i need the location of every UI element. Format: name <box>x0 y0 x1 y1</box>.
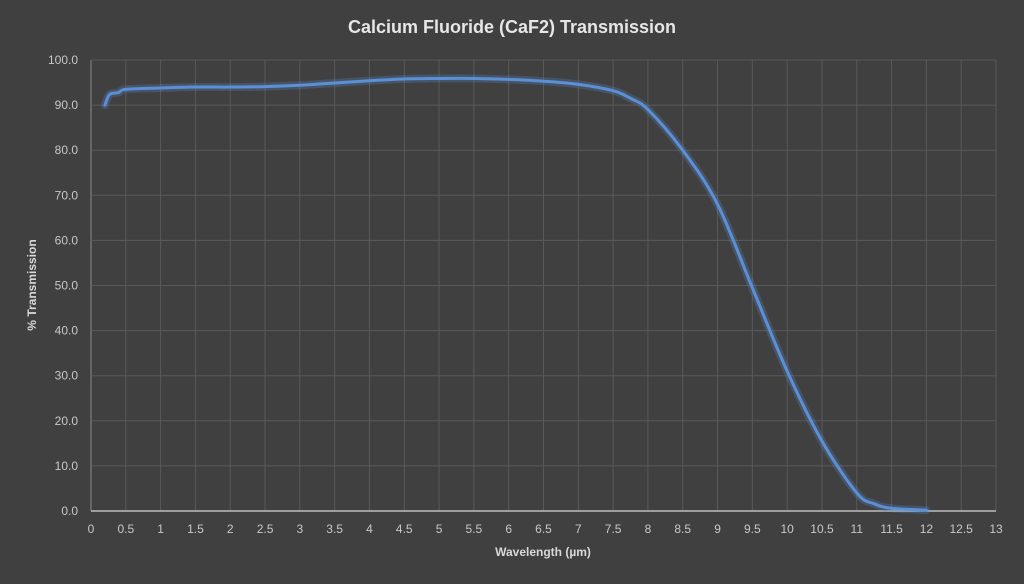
x-tick-label: 9.5 <box>744 522 761 536</box>
y-tick-label: 90.0 <box>55 98 79 112</box>
y-tick-label: 80.0 <box>55 143 79 157</box>
y-tick-label: 60.0 <box>55 233 79 247</box>
x-tick-label: 8 <box>645 522 652 536</box>
x-tick-label: 1.5 <box>187 522 204 536</box>
x-tick-label: 5 <box>436 522 443 536</box>
x-tick-label: 7 <box>575 522 582 536</box>
x-tick-label: 4 <box>366 522 373 536</box>
x-axis-label: Wavelength (µm) <box>495 545 591 559</box>
y-tick-label: 0.0 <box>61 504 78 518</box>
x-tick-label: 5.5 <box>466 522 483 536</box>
x-axis-ticks: 0 0.5 1 1.5 2 2.5 3 3.5 4 4.5 5 5.5 6 6.5 7 7.5 8 8.5 9 9.5… <box>88 522 1003 536</box>
y-tick-label: 100.0 <box>48 53 78 67</box>
y-tick-label: 30.0 <box>55 369 79 383</box>
y-tick-label: 50.0 <box>55 279 79 293</box>
x-tick-label: 8.5 <box>674 522 691 536</box>
y-tick-label: 40.0 <box>55 324 79 338</box>
x-tick-label: 10 <box>780 522 794 536</box>
y-tick-label: 70.0 <box>55 188 79 202</box>
x-tick-label: 12.5 <box>950 522 974 536</box>
x-tick-label: 3 <box>297 522 304 536</box>
y-tick-label: 10.0 <box>55 459 79 473</box>
series <box>100 74 931 515</box>
grid <box>90 59 997 512</box>
y-tick-label: 20.0 <box>55 414 79 428</box>
series-line <box>103 76 928 512</box>
x-tick-label: 11.5 <box>880 522 903 536</box>
x-tick-label: 10.5 <box>810 522 834 536</box>
x-tick-label: 6.5 <box>535 522 552 536</box>
x-tick-label: 11 <box>851 522 864 536</box>
y-axis-ticks: 0.0 10.0 20.0 30.0 40.0 50.0 60.0 70.0 80.0 90.0 1… <box>48 53 78 518</box>
x-tick-label: 4.5 <box>396 522 413 536</box>
x-tick-label: 12 <box>920 522 934 536</box>
x-tick-label: 13 <box>989 522 1003 536</box>
x-tick-label: 0 <box>88 522 95 536</box>
x-tick-label: 7.5 <box>605 522 622 536</box>
chart-title: Calcium Fluoride (CaF2) Transmission <box>348 17 676 37</box>
x-tick-label: 2 <box>227 522 234 536</box>
x-tick-label: 3.5 <box>326 522 343 536</box>
x-tick-label: 9 <box>714 522 721 536</box>
x-tick-label: 2.5 <box>257 522 274 536</box>
y-axis-label: % Transmission <box>25 239 39 330</box>
x-tick-label: 6 <box>505 522 512 536</box>
x-tick-label: 1 <box>157 522 164 536</box>
x-tick-label: 0.5 <box>117 522 134 536</box>
